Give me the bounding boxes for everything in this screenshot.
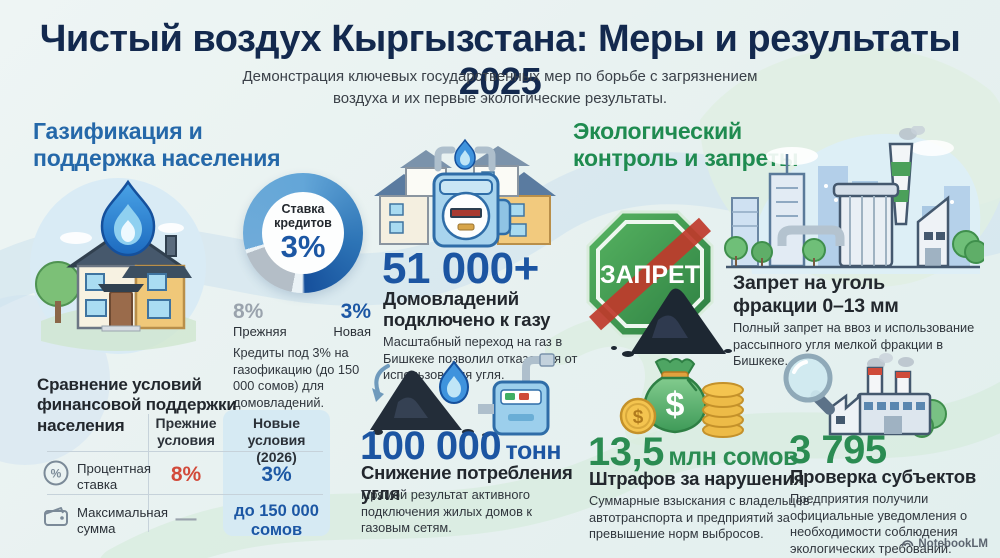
stat-checks-value: 3 795 xyxy=(789,428,887,472)
legend-old-label: Прежняя xyxy=(233,324,287,339)
donut-legend: 8% Прежняя 3% Новая xyxy=(233,301,371,339)
wallet-icon xyxy=(44,507,68,526)
legend-old: 8% Прежняя xyxy=(233,301,287,339)
donut-center: Ставка кредитов 3% xyxy=(262,192,344,274)
legend-new-label: Новая xyxy=(333,324,371,339)
stat-connections-value: 51 000+ xyxy=(382,244,539,293)
donut-chart: Ставка кредитов 3% xyxy=(243,173,363,293)
svg-text:$: $ xyxy=(633,407,644,428)
stat-fines-value-row: 13,5 млн сомов xyxy=(588,432,798,472)
new-rate-value: 3% xyxy=(261,463,292,486)
page-subtitle: Демонстрация ключевых государственных ме… xyxy=(0,66,1000,110)
new-conditions-column-highlight xyxy=(223,410,330,536)
legend-new: 3% Новая xyxy=(333,301,371,339)
stat-coal-label: Снижение потребления угля xyxy=(361,462,573,505)
table-divider-2 xyxy=(47,494,323,495)
ban-sign-coal-illustration: ЗАПРЕТ xyxy=(586,210,732,357)
table-title: Сравнение условий финансовой поддержки н… xyxy=(37,375,237,435)
stat-ban-caption: Полный запрет на ввоз и использование ра… xyxy=(733,320,975,369)
stat-connections-label: Домовладений подключено к газу xyxy=(383,288,551,331)
table-vertical-divider xyxy=(148,414,149,532)
comparison-table: Прежние условия Новые условия (2026) % П… xyxy=(35,410,330,539)
stat-coal-value: 100 000 xyxy=(360,424,502,468)
table-divider-1 xyxy=(47,451,323,452)
section-heading-ecology: Экологический контроль и запреты xyxy=(573,118,799,172)
stat-checks-label: Проверка субъектов xyxy=(790,466,976,487)
legend-new-value: 3% xyxy=(340,300,371,323)
money-fines-illustration: $ $ xyxy=(619,358,744,438)
donut-caption: Кредиты под 3% на газофикацию (до 150 00… xyxy=(233,345,360,410)
ban-sign-text-svg: ЗАПРЕТ xyxy=(600,261,700,289)
city-factory-illustration xyxy=(724,126,984,274)
stat-checks-caption: Предприятия получили официальные уведомл… xyxy=(790,491,968,556)
subtitle-line1: Демонстрация ключевых государственных ме… xyxy=(242,68,758,85)
old-sum-value: — xyxy=(175,507,197,530)
row-label-sum: Максимальная сумма xyxy=(77,505,169,536)
stat-fines-value: 13,5 xyxy=(588,430,664,474)
magnifier-icon xyxy=(783,353,835,415)
percent-icon: % xyxy=(43,460,69,486)
stat-ban-label: Запрет на уголь фракции 0–13 мм xyxy=(733,272,899,317)
watermark-label: NotebookLM xyxy=(918,537,988,550)
stat-fines-label: Штрафов за нарушения xyxy=(589,468,805,489)
notebooklm-logo-icon xyxy=(902,540,914,547)
inspection-factory-illustration xyxy=(783,353,947,438)
page-title: Чистый воздух Кыргызстана: Меры и резуль… xyxy=(39,18,961,103)
new-sum-value: до 150 000 сомов xyxy=(234,502,319,540)
col-header-new: Новые условия (2026) xyxy=(247,415,306,465)
svg-text:%: % xyxy=(51,467,62,481)
gas-meter-houses-illustration xyxy=(374,138,556,248)
row-label-rate: Процентная ставка xyxy=(77,461,151,492)
stat-fines-unit: млн сомов xyxy=(668,443,798,471)
subtitle-line2: воздуха и их первые экологические резуль… xyxy=(332,89,668,107)
legend-old-value: 8% xyxy=(233,300,264,323)
donut-center-label: Ставка кредитов xyxy=(274,201,332,230)
old-rate-value: 8% xyxy=(170,463,202,486)
stat-coal-unit: тонн xyxy=(505,437,562,465)
donut-center-value: 3% xyxy=(280,229,326,265)
coal-to-gas-illustration xyxy=(370,353,555,437)
house-with-gas-flame-illustration xyxy=(30,178,206,354)
stat-coal-caption: Прямой результат активного подключения ж… xyxy=(361,487,533,536)
section-heading-gasification: Газификация и поддержка населения xyxy=(33,118,281,172)
col-header-old: Прежние условия xyxy=(155,415,217,448)
notebooklm-watermark: NotebookLM xyxy=(901,537,988,550)
stat-fines-caption: Суммарные взыскания с владельцев автотра… xyxy=(589,493,810,542)
stat-coal-value-row: 100 000 тонн xyxy=(360,426,561,466)
svg-text:$: $ xyxy=(666,386,685,424)
